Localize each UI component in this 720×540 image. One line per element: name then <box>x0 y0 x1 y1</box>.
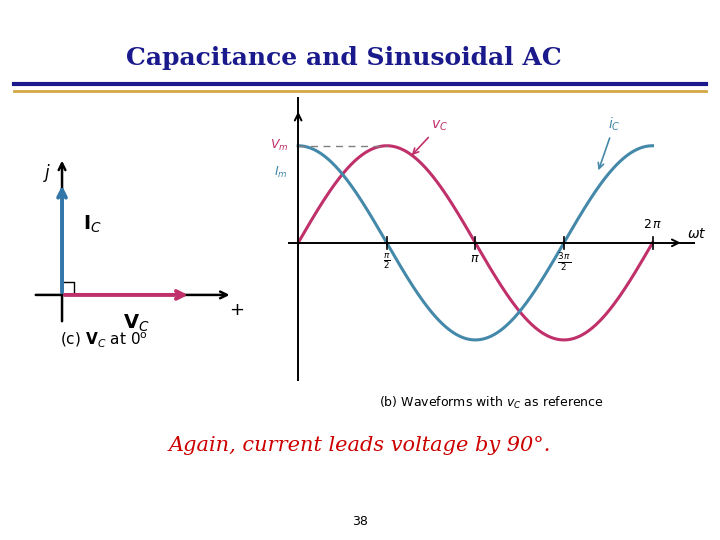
Text: $I_m$: $I_m$ <box>274 165 288 180</box>
Text: $\omega t$: $\omega t$ <box>688 227 707 241</box>
Text: $+$: $+$ <box>229 301 244 319</box>
Text: $j$: $j$ <box>42 162 51 184</box>
Text: $2\,\pi$: $2\,\pi$ <box>643 218 662 231</box>
Text: $V_m$: $V_m$ <box>269 138 288 153</box>
Text: (b) Waveforms with $v_C$ as reference: (b) Waveforms with $v_C$ as reference <box>379 395 604 411</box>
Text: $\mathbf{I}_C$: $\mathbf{I}_C$ <box>83 214 102 235</box>
Text: Capacitance and Sinusoidal AC: Capacitance and Sinusoidal AC <box>126 46 562 70</box>
Text: $i_C$: $i_C$ <box>598 115 621 168</box>
Text: (c) $\mathbf{V}_C$ at $0^{\mathrm{o}}$: (c) $\mathbf{V}_C$ at $0^{\mathrm{o}}$ <box>60 330 148 349</box>
Text: $\mathbf{V}_C$: $\mathbf{V}_C$ <box>123 313 150 334</box>
Text: $\pi$: $\pi$ <box>470 252 480 265</box>
Text: $\frac{\pi}{2}$: $\frac{\pi}{2}$ <box>383 252 390 271</box>
Text: $\frac{3\,\pi}{2}$: $\frac{3\,\pi}{2}$ <box>557 252 571 273</box>
Text: Again, current leads voltage by 90°.: Again, current leads voltage by 90°. <box>168 436 552 455</box>
Text: $v_C$: $v_C$ <box>413 118 448 154</box>
Text: 38: 38 <box>352 515 368 528</box>
